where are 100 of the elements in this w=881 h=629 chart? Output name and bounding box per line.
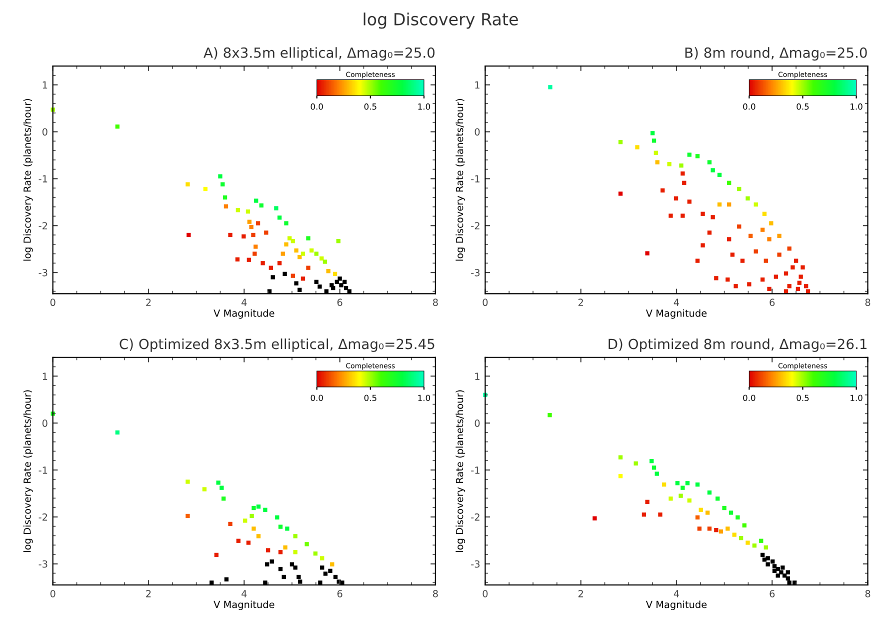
color-bar-label: 1.0 xyxy=(418,394,430,402)
x-tick-label: 4 xyxy=(674,590,680,598)
point xyxy=(313,551,318,556)
point xyxy=(222,496,226,501)
point xyxy=(718,529,724,534)
point xyxy=(246,540,251,545)
point xyxy=(318,580,322,585)
point xyxy=(716,496,720,501)
point xyxy=(270,559,274,564)
y-tick-label: -2 xyxy=(471,222,480,230)
x-tick-label: 4 xyxy=(674,298,680,306)
chart-title: A) 8x3.5m elliptical, Δmag₀=25.0 xyxy=(204,47,435,61)
point xyxy=(738,536,744,540)
color-bar-label: 0.5 xyxy=(364,103,376,110)
y-axis-title: log Discovery Rate (planets/hour) xyxy=(23,390,33,552)
point xyxy=(759,538,764,543)
point xyxy=(658,512,662,517)
point xyxy=(618,455,623,460)
point xyxy=(742,523,746,528)
point xyxy=(772,568,777,573)
point xyxy=(275,515,280,520)
point xyxy=(726,526,730,531)
point xyxy=(214,552,219,558)
point xyxy=(548,413,552,418)
point xyxy=(592,516,597,520)
point xyxy=(333,574,338,580)
x-tick-label: 2 xyxy=(146,298,151,306)
point xyxy=(786,570,790,574)
point xyxy=(323,572,328,576)
x-tick-label: 0 xyxy=(482,590,488,598)
point xyxy=(340,580,344,585)
point xyxy=(293,534,298,538)
point xyxy=(675,481,680,486)
point xyxy=(766,562,770,566)
point xyxy=(678,494,683,498)
y-tick-label: -3 xyxy=(471,269,480,276)
y-tick-label: -2 xyxy=(471,513,480,521)
point xyxy=(320,556,324,560)
point xyxy=(687,498,692,503)
y-tick-label: 1 xyxy=(475,81,480,89)
color-bar-label: 1.0 xyxy=(850,103,862,110)
x-tick-label: 4 xyxy=(242,590,247,598)
color-bar-label: 0.0 xyxy=(743,103,756,110)
point xyxy=(186,480,190,484)
point xyxy=(263,580,268,585)
point xyxy=(216,480,220,485)
point xyxy=(290,562,294,566)
point xyxy=(252,506,256,510)
point xyxy=(202,487,207,492)
point xyxy=(278,550,283,554)
point xyxy=(707,526,712,531)
y-tick-label: 0 xyxy=(42,420,48,427)
point xyxy=(705,510,710,515)
point xyxy=(752,543,757,548)
y-tick-label: -1 xyxy=(38,175,48,182)
x-axis-title: V Magnitude xyxy=(214,309,274,319)
point xyxy=(228,522,232,526)
y-tick-label: -3 xyxy=(38,560,48,568)
x-tick-label: 6 xyxy=(337,298,342,306)
x-tick-label: 2 xyxy=(578,298,583,306)
point xyxy=(250,514,254,518)
point xyxy=(770,559,775,564)
x-tick-label: 8 xyxy=(433,298,438,306)
chart-title: B) 8m round, Δmag₀=25.0 xyxy=(685,47,867,61)
point xyxy=(714,528,718,532)
point xyxy=(236,538,240,543)
point xyxy=(787,580,792,585)
point xyxy=(263,508,268,512)
y-tick-label: 1 xyxy=(42,372,48,380)
x-tick-label: 2 xyxy=(146,590,151,598)
point xyxy=(320,566,324,570)
point xyxy=(786,576,790,580)
point xyxy=(293,566,298,570)
y-axis-title: log Discovery Rate (planets/hour) xyxy=(456,390,466,552)
y-tick-label: -2 xyxy=(38,513,48,521)
point xyxy=(278,566,283,572)
x-axis-title: V Magnitude xyxy=(646,309,707,319)
point xyxy=(252,526,256,531)
point xyxy=(115,430,120,435)
point xyxy=(685,481,690,486)
point xyxy=(764,545,768,550)
x-tick-label: 6 xyxy=(770,298,775,306)
point xyxy=(645,500,650,504)
x-tick-label: 8 xyxy=(433,590,438,598)
x-axis-title: V Magnitude xyxy=(646,600,707,610)
point xyxy=(298,580,302,584)
point xyxy=(650,458,654,464)
point xyxy=(265,562,270,566)
point xyxy=(772,564,777,568)
color-bar-label: 1.0 xyxy=(418,103,430,110)
point xyxy=(728,510,734,515)
point xyxy=(780,566,785,570)
point xyxy=(732,532,736,537)
text: log Discovery Rate xyxy=(364,12,518,29)
point xyxy=(722,506,726,510)
x-tick-label: 8 xyxy=(865,590,870,598)
point xyxy=(634,461,638,466)
point xyxy=(282,574,286,580)
x-tick-label: 4 xyxy=(242,298,247,306)
point xyxy=(662,482,666,487)
